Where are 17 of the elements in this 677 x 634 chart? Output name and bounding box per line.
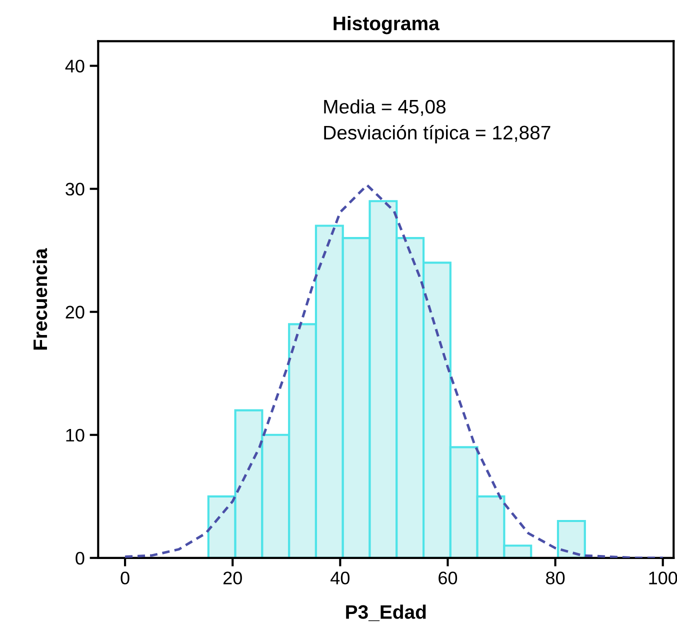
- y-tick-label: 30: [66, 182, 84, 196]
- y-tick-label: 40: [65, 60, 84, 73]
- annotation: Media = 45,08: [324, 99, 446, 116]
- x-tick-label: 60: [438, 572, 458, 584]
- x-tick-label: 20: [223, 572, 242, 584]
- x-tick-label: 100: [649, 572, 677, 584]
- x-axis-title: P3_Edad: [346, 604, 426, 622]
- line-series: [124, 184, 664, 558]
- x-tick-label: 0: [120, 572, 130, 584]
- y-tick-label: 0: [76, 552, 84, 565]
- chart-title: Histograma: [334, 16, 440, 34]
- y-tick-label: 10: [66, 428, 84, 442]
- annotation: Desviación típica = 12,887: [324, 125, 550, 144]
- y-tick-label: 20: [66, 306, 84, 319]
- x-tick-label: 80: [546, 572, 565, 584]
- y-axis-title: Frecuencia: [32, 248, 48, 350]
- x-tick-label: 40: [330, 572, 350, 584]
